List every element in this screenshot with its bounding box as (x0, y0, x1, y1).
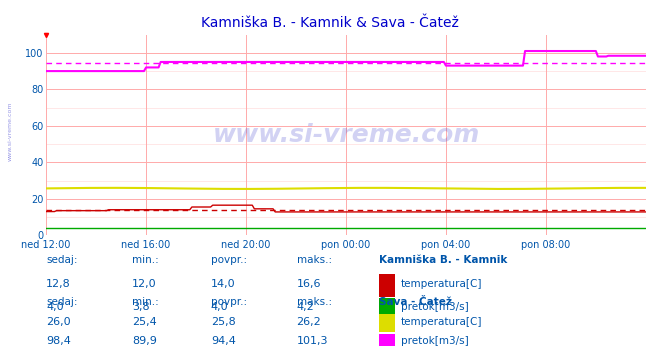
Text: 25,8: 25,8 (211, 317, 236, 327)
Text: 14,0: 14,0 (211, 279, 235, 289)
Text: 3,8: 3,8 (132, 302, 150, 312)
Text: 26,2: 26,2 (297, 317, 322, 327)
Text: min.:: min.: (132, 255, 159, 265)
Text: povpr.:: povpr.: (211, 297, 247, 307)
Text: www.si-vreme.com: www.si-vreme.com (8, 102, 13, 161)
Bar (379, 274, 395, 297)
Text: maks.:: maks.: (297, 297, 331, 307)
Text: 12,0: 12,0 (132, 279, 156, 289)
Text: 25,4: 25,4 (132, 317, 157, 327)
Bar (379, 314, 395, 331)
Text: pretok[m3/s]: pretok[m3/s] (401, 336, 469, 346)
Text: povpr.:: povpr.: (211, 255, 247, 265)
Text: temperatura[C]: temperatura[C] (401, 279, 482, 289)
Text: Kamniška B. - Kamnik: Kamniška B. - Kamnik (379, 255, 507, 265)
Text: 89,9: 89,9 (132, 336, 157, 346)
Text: 26,0: 26,0 (46, 317, 71, 327)
Text: 16,6: 16,6 (297, 279, 321, 289)
Text: Kamniška B. - Kamnik & Sava - Čatež: Kamniška B. - Kamnik & Sava - Čatež (200, 16, 459, 29)
Text: 94,4: 94,4 (211, 336, 236, 346)
Text: 98,4: 98,4 (46, 336, 71, 346)
Text: 4,0: 4,0 (211, 302, 229, 312)
Text: 4,2: 4,2 (297, 302, 314, 312)
Text: sedaj:: sedaj: (46, 255, 78, 265)
Text: temperatura[C]: temperatura[C] (401, 317, 482, 327)
Text: www.si-vreme.com: www.si-vreme.com (212, 123, 480, 147)
Text: 101,3: 101,3 (297, 336, 328, 346)
Text: Sava - Čatež: Sava - Čatež (379, 297, 452, 307)
Text: 12,8: 12,8 (46, 279, 71, 289)
Text: sedaj:: sedaj: (46, 297, 78, 307)
Text: pretok[m3/s]: pretok[m3/s] (401, 302, 469, 312)
Bar (379, 298, 395, 321)
Text: maks.:: maks.: (297, 255, 331, 265)
Text: 4,0: 4,0 (46, 302, 64, 312)
Bar (379, 334, 395, 346)
Text: min.:: min.: (132, 297, 159, 307)
